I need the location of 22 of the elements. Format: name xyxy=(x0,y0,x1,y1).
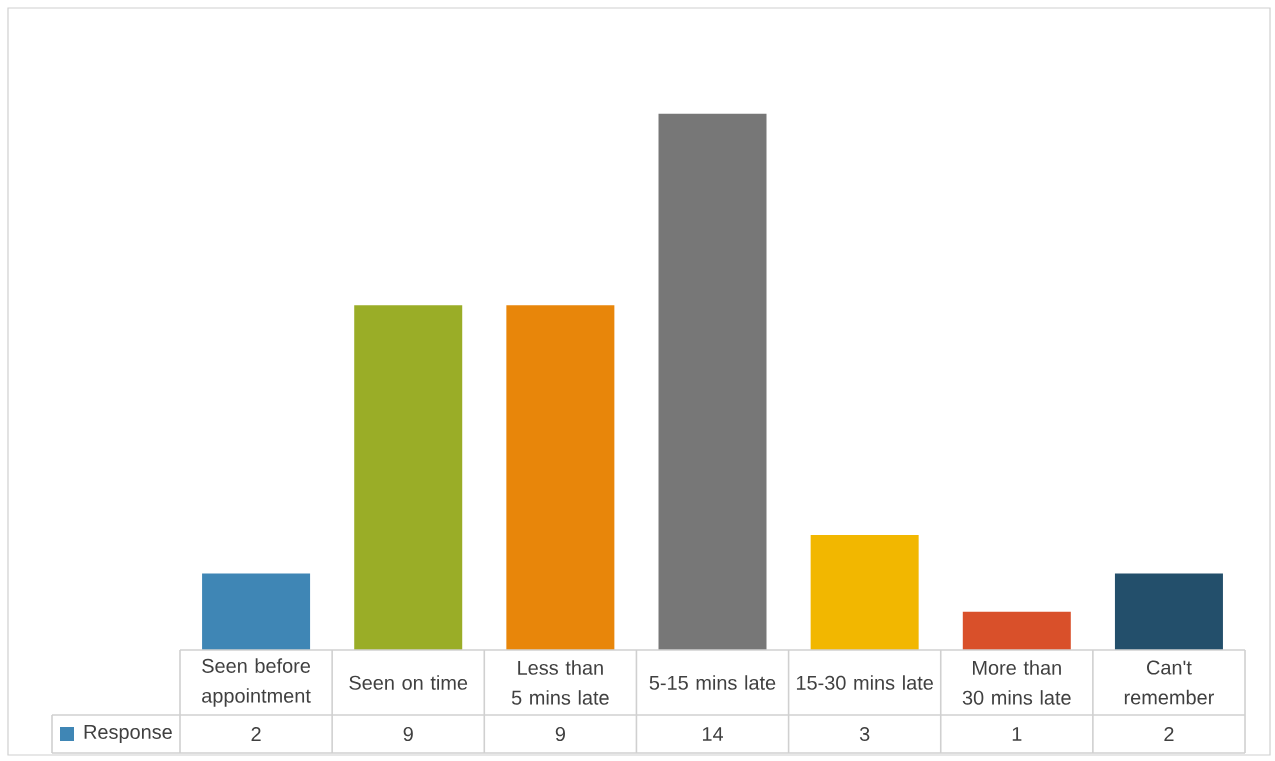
legend-label: Response xyxy=(84,725,172,743)
data-label: 1 xyxy=(1012,727,1022,741)
data-label: 3 xyxy=(859,726,870,742)
x-tick-label: Less than 5 mins late xyxy=(511,660,609,705)
data-label: 2 xyxy=(251,727,261,741)
bar xyxy=(810,535,919,651)
x-tick-label: More than 30 mins late xyxy=(962,660,1071,705)
bar xyxy=(658,113,767,651)
data-label: 2 xyxy=(1164,727,1174,741)
x-tick-label: Seen before appointment xyxy=(202,658,311,707)
bar xyxy=(1114,573,1223,651)
x-tick-label: Seen on time xyxy=(349,675,468,690)
bar xyxy=(202,573,311,651)
bar xyxy=(962,611,1071,651)
bar xyxy=(354,305,463,651)
data-label: 9 xyxy=(403,726,413,742)
x-tick-label: Can't remember xyxy=(1124,660,1214,705)
x-tick-label: 5-15 mins late xyxy=(649,675,776,690)
bar xyxy=(506,305,615,651)
x-tick-label: 15-30 mins late xyxy=(796,675,933,690)
data-label: 9 xyxy=(555,726,565,742)
data-label: 14 xyxy=(702,727,724,741)
